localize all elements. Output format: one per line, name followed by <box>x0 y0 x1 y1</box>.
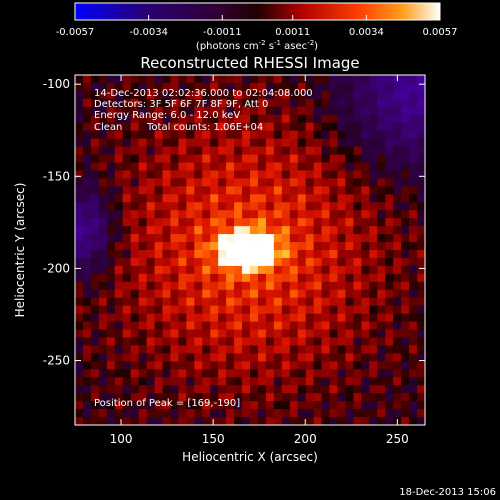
colorbar-tick-label: -0.0034 <box>129 27 168 38</box>
y-tick-label: -150 <box>43 169 70 183</box>
footer-date: 18-Dec-2013 15:06 <box>399 487 496 498</box>
annotation-energy: Energy Range: 6.0 - 12.0 keV <box>94 110 240 121</box>
x-tick-label: 100 <box>110 432 133 446</box>
y-tick-label: -250 <box>43 354 70 368</box>
colorbar-tick-label: -0.0011 <box>203 27 242 38</box>
heatmap-image <box>75 75 425 425</box>
annotation-detectors: Detectors: 3F 5F 6F 7F 8F 9F, Att 0 <box>94 99 268 110</box>
y-tick-label: -100 <box>43 77 70 91</box>
plot-frame <box>74 74 426 426</box>
annotation-time-range: 14-Dec-2013 02:02:36.000 to 02:04:08.000 <box>94 88 313 99</box>
y-axis-label: Heliocentric Y (arcsec) <box>13 183 27 318</box>
colorbar: -0.0057 -0.0034 -0.0011 0.0011 0.0034 0.0057 … <box>56 2 458 52</box>
annotation-clean: Clean <box>94 122 122 133</box>
annotation-peak: Position of Peak = [169,-190] <box>94 398 240 409</box>
x-tick-label: 200 <box>294 432 317 446</box>
x-axis-ticks: 100 150 200 250 <box>110 75 409 446</box>
y-axis-ticks: -100 -150 -200 -250 <box>43 77 425 368</box>
colorbar-tick-label: -0.0057 <box>56 27 95 38</box>
colorbar-ticks: -0.0057 -0.0034 -0.0011 0.0011 0.0034 0.0057 <box>56 15 458 38</box>
x-tick-label: 150 <box>202 432 225 446</box>
colorbar-tick-label: 0.0057 <box>423 27 458 38</box>
x-tick-label: 250 <box>386 432 409 446</box>
annotation-block: 14-Dec-2013 02:02:36.000 to 02:04:08.000… <box>94 88 313 133</box>
colorbar-units: (photons cm-2 s-1 asec-2) <box>196 39 318 52</box>
x-axis-label: Heliocentric X (arcsec) <box>182 450 318 464</box>
annotation-counts: Total counts: 1.06E+04 <box>146 122 263 133</box>
colorbar-tick-label: 0.0011 <box>275 27 310 38</box>
colorbar-gradient <box>74 2 441 21</box>
y-tick-label: -200 <box>43 261 70 275</box>
colorbar-tick-label: 0.0034 <box>349 27 384 38</box>
chart-title: Reconstructed RHESSI Image <box>140 54 359 72</box>
